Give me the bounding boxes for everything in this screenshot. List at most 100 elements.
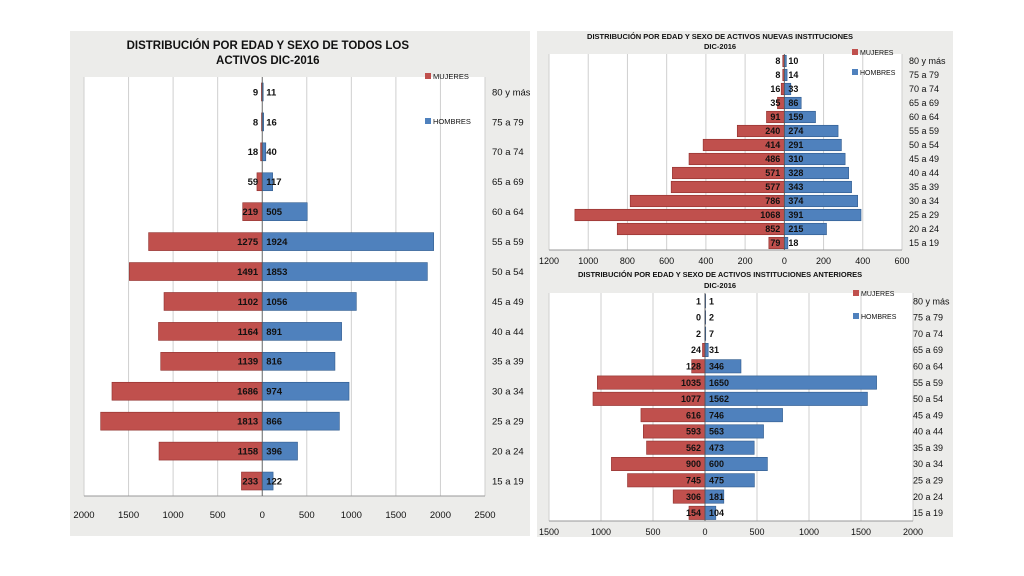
bar-hombres	[704, 391, 868, 406]
data-label-hombres: 10	[788, 56, 798, 66]
x-tick-label: 1500	[385, 510, 406, 521]
age-category-label: 25 a 29	[909, 210, 939, 220]
bar-hombres	[261, 232, 434, 251]
legend-swatch-mujeres	[853, 290, 859, 296]
x-tick-label: 2000	[430, 510, 451, 521]
age-category-label: 75 a 79	[913, 313, 943, 323]
age-category-label: 35 a 39	[909, 182, 939, 192]
legend-label-hombres: HOMBRES	[433, 117, 471, 126]
age-category-label: 65 a 69	[913, 345, 943, 355]
bar-hombres	[784, 68, 788, 82]
data-label-mujeres: 786	[765, 196, 780, 206]
data-label-hombres: 600	[709, 459, 724, 469]
x-tick-label: 1000	[591, 527, 611, 537]
data-label-mujeres: 852	[765, 224, 780, 234]
x-tick-label: 200	[816, 256, 831, 266]
data-label-hombres: 563	[709, 427, 724, 437]
x-tick-label: 400	[855, 256, 870, 266]
chart-title: DIC-2016	[704, 42, 736, 51]
x-tick-label: 800	[620, 256, 635, 266]
x-tick-label: 600	[894, 256, 909, 266]
age-category-label: 25 a 29	[492, 417, 524, 428]
data-label-hombres: 16	[266, 117, 277, 128]
x-tick-label: 2500	[474, 510, 495, 521]
legend-label-mujeres: MUJERES	[861, 291, 895, 298]
data-label-hombres: 374	[788, 196, 803, 206]
x-tick-label: 400	[698, 256, 713, 266]
data-label-mujeres: 1686	[237, 387, 258, 398]
data-label-hombres: 86	[788, 98, 798, 108]
x-tick-label: 1000	[341, 510, 362, 521]
x-tick-label: 500	[210, 510, 226, 521]
data-label-mujeres: 1035	[681, 378, 701, 388]
data-label-mujeres: 2	[696, 329, 701, 339]
legend-swatch-hombres	[852, 69, 858, 75]
data-label-hombres: 291	[788, 140, 803, 150]
age-category-label: 40 a 44	[913, 427, 943, 437]
legend-swatch-mujeres	[425, 73, 431, 79]
data-label-hombres: 473	[709, 443, 724, 453]
data-label-hombres: 215	[788, 224, 803, 234]
age-category-label: 45 a 49	[492, 297, 524, 308]
data-label-hombres: 7	[709, 329, 714, 339]
data-label-mujeres: 18	[248, 147, 259, 158]
data-label-mujeres: 593	[686, 427, 701, 437]
legend-swatch-hombres	[425, 118, 431, 124]
data-label-mujeres: 35	[770, 98, 780, 108]
data-label-mujeres: 1491	[237, 267, 259, 278]
x-tick-label: 2000	[73, 510, 94, 521]
age-category-label: 45 a 49	[913, 410, 943, 420]
x-tick-label: 1500	[851, 527, 871, 537]
age-category-label: 60 a 64	[492, 207, 524, 218]
age-category-label: 65 a 69	[492, 177, 524, 188]
age-category-label: 15 a 19	[909, 238, 939, 248]
data-label-hombres: 1650	[709, 378, 729, 388]
age-category-label: 60 a 64	[909, 112, 939, 122]
age-category-label: 15 a 19	[913, 508, 943, 518]
data-label-mujeres: 1158	[238, 447, 259, 458]
chart-panel-anteriores: 1500 1000 500 0 500 1000 1500 2000 1 1 80 y más 0 2 7…	[537, 268, 953, 537]
data-label-hombres: 33	[788, 84, 798, 94]
age-category-label: 80 y más	[492, 87, 530, 98]
x-tick-label: 200	[738, 256, 753, 266]
age-category-label: 80 y más	[913, 296, 950, 306]
data-label-mujeres: 414	[765, 140, 780, 150]
x-tick-label: 0	[260, 510, 265, 521]
data-label-mujeres: 8	[253, 117, 258, 128]
data-label-mujeres: 306	[686, 492, 701, 502]
bar-mujeres	[574, 208, 785, 222]
data-label-mujeres: 9	[253, 87, 258, 98]
x-tick-label: 1000	[578, 256, 598, 266]
data-label-hombres: 505	[266, 207, 283, 218]
pyramid-chart-svg: 1200 1000 800 600 400 200 0 200 400 600 8 10 80 y má…	[539, 32, 946, 266]
age-category-label: 30 a 34	[909, 196, 939, 206]
data-label-hombres: 274	[788, 126, 803, 136]
data-label-hombres: 104	[709, 508, 724, 518]
age-category-label: 50 a 54	[492, 267, 524, 278]
data-label-hombres: 181	[709, 492, 724, 502]
chart-panel-nuevas: 1200 1000 800 600 400 200 0 200 400 600 8 10 80 y má…	[537, 31, 953, 268]
bar-hombres	[784, 236, 789, 250]
data-label-hombres: 14	[788, 70, 798, 80]
age-category-label: 30 a 34	[913, 459, 943, 469]
data-label-mujeres: 900	[686, 459, 701, 469]
data-label-mujeres: 128	[686, 362, 701, 372]
age-category-label: 80 y más	[909, 56, 946, 66]
chart-title: DIC-2016	[704, 281, 736, 290]
age-category-label: 40 a 44	[909, 168, 939, 178]
data-label-hombres: 2	[709, 313, 714, 323]
x-tick-label: 500	[749, 527, 764, 537]
data-label-mujeres: 1813	[237, 417, 258, 428]
data-label-mujeres: 1164	[238, 327, 259, 338]
legend-label-mujeres: MUJERES	[433, 72, 469, 81]
bar-hombres	[704, 375, 877, 390]
age-category-label: 55 a 59	[913, 378, 943, 388]
x-tick-label: 1500	[118, 510, 139, 521]
data-label-hombres: 328	[788, 168, 803, 178]
data-label-hombres: 343	[788, 182, 803, 192]
plot-area	[84, 77, 485, 496]
age-category-label: 20 a 24	[909, 224, 939, 234]
data-label-mujeres: 16	[770, 84, 780, 94]
data-label-hombres: 117	[266, 177, 281, 188]
x-tick-label: 500	[645, 527, 660, 537]
